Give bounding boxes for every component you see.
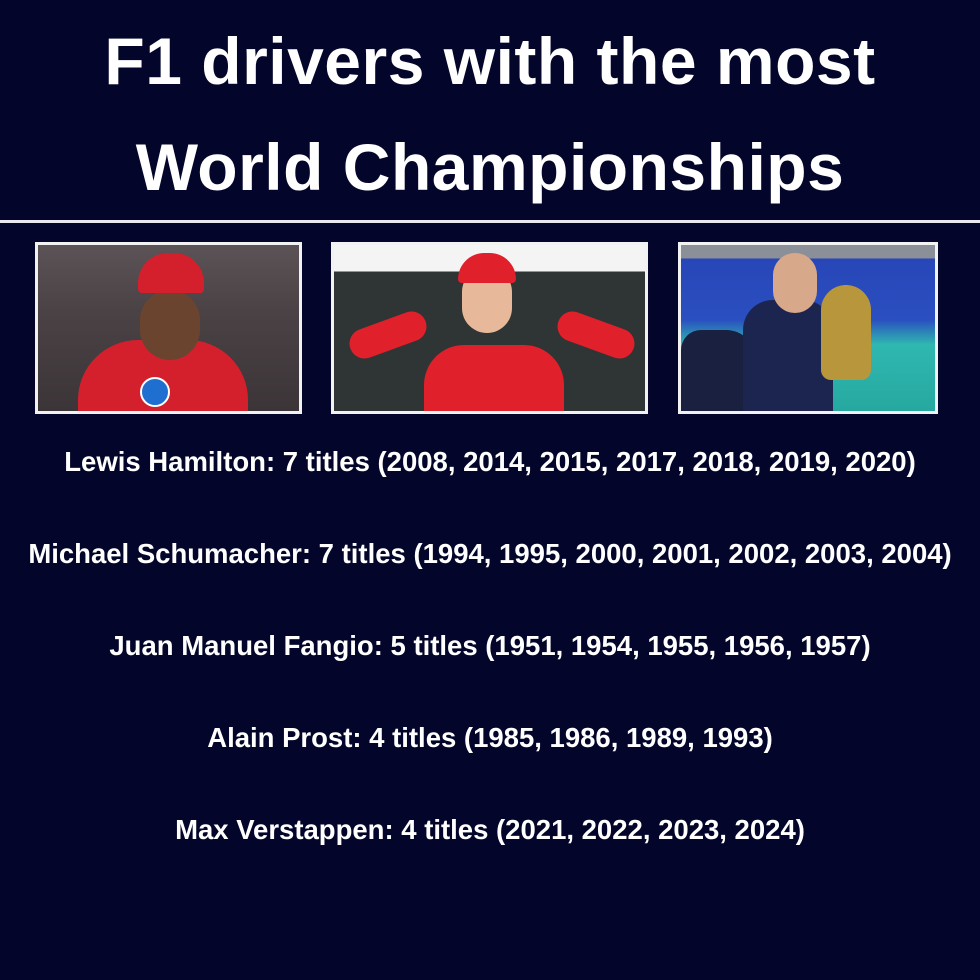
championship-list: Lewis Hamilton: 7 titles (2008, 2014, 20… <box>5 441 975 901</box>
title-line-2: World Championships <box>135 130 845 204</box>
driver-entry-fangio: Juan Manuel Fangio: 5 titles (1951, 1954… <box>109 630 871 661</box>
driver-entry-schumacher: Michael Schumacher: 7 titles (1994, 1995… <box>28 538 952 569</box>
driver-entry-verstappen: Max Verstappen: 4 titles (2021, 2022, 20… <box>175 814 805 845</box>
photo-lewis-hamilton <box>35 242 302 414</box>
driver-entry-hamilton: Lewis Hamilton: 7 titles (2008, 2014, 20… <box>64 446 916 477</box>
title-line-1: F1 drivers with the most <box>104 24 876 98</box>
photo-michael-schumacher <box>331 242 648 414</box>
divider <box>0 220 980 223</box>
photo-max-verstappen <box>678 242 938 414</box>
driver-entry-prost: Alain Prost: 4 titles (1985, 1986, 1989,… <box>207 722 773 753</box>
page-title: F1 drivers with the most World Champions… <box>0 8 980 220</box>
